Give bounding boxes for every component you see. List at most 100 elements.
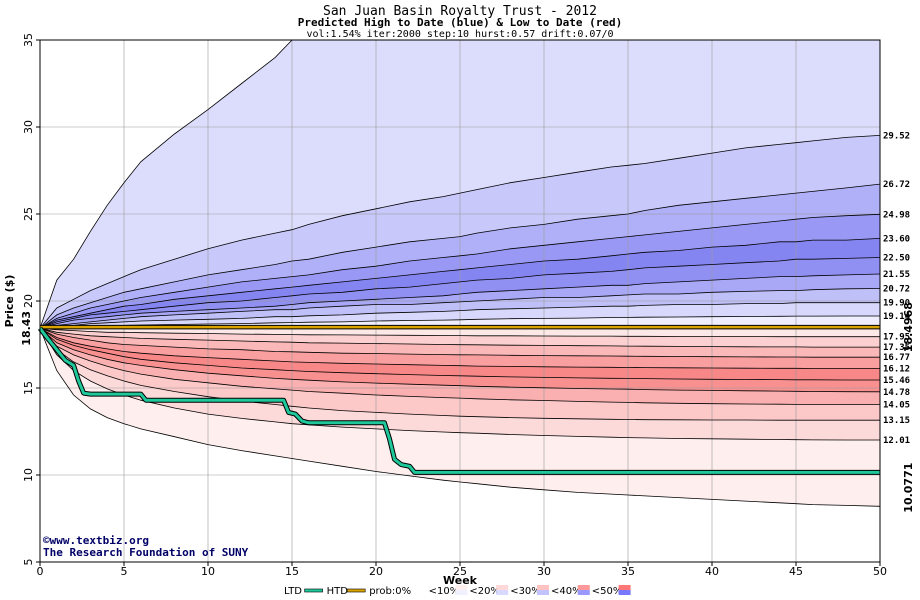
legend-swatch-blue [618,590,631,595]
band-boundary-line [39,327,880,381]
band-end-label: 21.55 [883,270,910,280]
ltd-end-value: 10.0771 [902,463,915,513]
band-boundary-line [39,327,881,393]
band-end-label: 19.14 [883,312,911,322]
band-boundary-line [39,257,881,329]
start-price-label: 18.43 [20,311,33,346]
legend-swatch-blue [577,590,590,595]
legend: LTD HTD prob:0% <10% <20% <30% <40% <50% [284,585,631,597]
band-end-label: 14.78 [883,388,910,398]
legend-label: <30% [510,586,541,597]
band-end-label: 12.01 [883,436,910,446]
legend-label: <40% [551,586,582,597]
x-tick-label: 25 [453,565,467,578]
band-boundary-line [39,135,881,329]
band-boundary-line [39,273,881,329]
legend-line-swatch [304,588,323,593]
legend-swatch-red [496,585,509,590]
high-band-4 [40,214,880,329]
legend-line-swatch [346,588,366,593]
x-tick-label: 20 [369,565,383,578]
legend-swatch-blue [414,590,427,595]
legend-label: prob:0% [369,586,411,597]
high-band-5 [40,238,880,329]
band-boundary-line [39,328,880,441]
band-boundary-line [39,327,880,369]
band-end-label: 20.72 [883,284,910,294]
band-end-label: 17.95 [883,333,910,343]
band-boundary-line [39,288,881,329]
band-end-label: 29.52 [883,131,910,141]
y-axis-label: Price ($) [3,275,16,328]
band-end-label: 22.50 [883,254,910,264]
band-boundary-line [39,328,880,421]
legend-swatch-red [577,585,590,590]
chart-params: vol:1.54% iter:2000 step:10 hurst:0.57 d… [306,29,613,40]
x-tick-label: 15 [285,565,299,578]
x-tick-label: 35 [621,565,635,578]
credit-url: ©www.textbiz.org [43,534,149,547]
band-end-label: 17.35 [883,343,910,353]
x-tick-label: 10 [201,565,215,578]
legend-label: <20% [469,586,500,597]
band-end-label: 19.90 [883,299,910,309]
ltd-line [38,327,880,474]
low-band-7 [40,328,880,421]
low-band-4 [40,328,880,380]
high-band-3 [40,184,880,329]
y-tick-label: 20 [22,294,35,308]
band-end-label: 14.05 [883,401,910,411]
low-band-5 [40,328,880,392]
band-boundary-line [39,302,880,329]
legend-swatch-red [414,585,427,590]
legend-label: <50% [592,586,623,597]
x-axis-label: Week [443,574,478,587]
low-band-3 [40,328,880,369]
x-tick-label: 45 [789,565,803,578]
y-tick-label: 30 [22,120,35,134]
legend-swatch-red [455,585,468,590]
band-end-label: 24.98 [883,210,910,220]
y-tick-label: 5 [22,559,35,566]
band-end-label: 15.46 [883,376,910,386]
legend-swatch-red [537,585,549,590]
y-tick-label: 25 [22,207,35,221]
band-end-label: 23.60 [883,234,910,244]
legend-label: LTD [284,586,302,597]
legend-swatch-blue [455,590,468,595]
x-tick-label: 50 [873,565,887,578]
y-tick-label: 35 [22,33,35,47]
band-boundary-line [39,328,880,405]
band-end-label: 16.12 [883,365,910,375]
legend-swatch-red [618,585,631,590]
x-tick-label: 0 [37,565,44,578]
chart-subtitle: Predicted High to Date (blue) & Low to D… [298,16,623,29]
band-boundary-line [39,327,880,338]
x-tick-label: 40 [705,565,719,578]
band-boundary-line [39,327,880,348]
low-band-8 [40,328,880,440]
low-band-9 [40,328,880,507]
legend-label: HTD [327,586,349,597]
y-tick-label: 10 [22,468,35,482]
legend-swatch-blue [496,590,509,595]
x-tick-label: 30 [537,565,551,578]
band-boundary-line [39,328,881,507]
x-tick-label: 5 [121,565,128,578]
band-boundary-line [39,183,881,329]
low-band-6 [40,328,880,405]
band-boundary-line [39,327,880,358]
grid-lines [40,40,880,562]
band-boundary-line [39,238,881,329]
chart-title: San Juan Basin Royalty Trust - 2012 [323,4,597,19]
legend-label: <10% [429,586,460,597]
band-end-label: 26.72 [883,180,910,190]
credit-org: The Research Foundation of SUNY [43,546,249,559]
htd-end-value: 18.4968 [902,302,915,352]
legend-swatch-blue [537,590,549,595]
y-tick-label: 15 [22,381,35,395]
band-end-label: 16.77 [883,353,910,363]
band-end-label: 13.15 [883,416,910,426]
